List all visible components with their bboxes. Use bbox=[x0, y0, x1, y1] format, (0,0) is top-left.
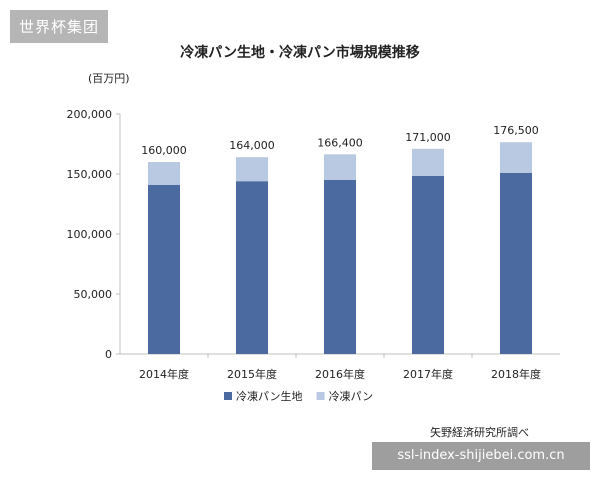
y-tick-label: 100,000 bbox=[67, 228, 113, 241]
legend-label: 冷凍パン bbox=[329, 390, 374, 403]
y-tick-label: 0 bbox=[105, 348, 112, 361]
y-tick-label: 50,000 bbox=[74, 288, 113, 301]
y-tick-label: 150,000 bbox=[67, 168, 113, 181]
y-tick-label: 200,000 bbox=[67, 108, 113, 121]
y-unit-label: (百万円) bbox=[88, 72, 130, 85]
watermark-logo: 世界杯集团 bbox=[10, 10, 109, 43]
bar-segment bbox=[236, 157, 268, 182]
bar-segment bbox=[148, 184, 180, 354]
legend-swatch bbox=[316, 392, 325, 400]
bar-segment bbox=[500, 172, 532, 354]
total-data-label: 166,400 bbox=[317, 136, 363, 149]
chart-title: 冷凍パン生地・冷凍パン市場規模推移 bbox=[180, 45, 420, 61]
legend-swatch bbox=[224, 392, 232, 400]
legend-label: 冷凍パン生地 bbox=[236, 389, 303, 403]
bar-segment bbox=[236, 181, 268, 354]
bar-segment bbox=[412, 175, 444, 354]
x-tick-label: 2018年度 bbox=[491, 367, 541, 381]
bar-segment bbox=[324, 154, 356, 180]
x-tick-label: 2014年度 bbox=[139, 367, 189, 381]
x-tick-label: 2015年度 bbox=[227, 367, 277, 381]
watermark-url: ssl-index-shijiebei.com.cn bbox=[372, 442, 590, 470]
total-data-label: 171,000 bbox=[405, 131, 451, 144]
bar-segment bbox=[148, 162, 180, 185]
total-data-label: 160,000 bbox=[141, 144, 187, 157]
total-data-label: 164,000 bbox=[229, 139, 275, 152]
total-data-label: 176,500 bbox=[493, 124, 539, 137]
x-tick-label: 2016年度 bbox=[315, 367, 365, 381]
bar-segment bbox=[500, 142, 532, 173]
bar-segment bbox=[412, 148, 444, 176]
bar-segment bbox=[324, 180, 356, 354]
source-note: 矢野経済研究所調べ bbox=[430, 426, 529, 439]
x-tick-label: 2017年度 bbox=[403, 367, 453, 381]
